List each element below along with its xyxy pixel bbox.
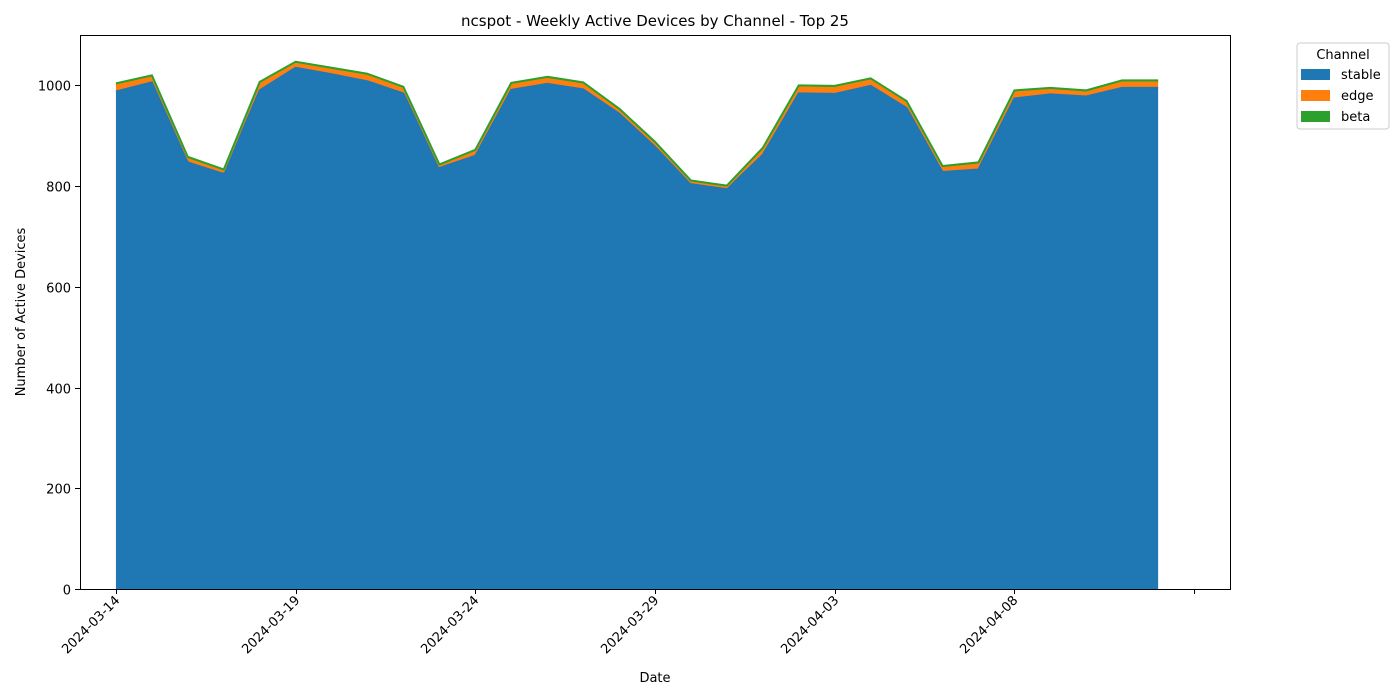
- x-tick-label: 2024-04-03: [778, 593, 842, 657]
- legend-swatch-beta: [1301, 111, 1330, 122]
- y-tick-label: 1000: [38, 80, 71, 95]
- legend-items: stable edge beta: [1301, 68, 1381, 125]
- x-tick-label: 2024-03-29: [598, 593, 662, 657]
- x-tick-label: 2024-03-19: [239, 593, 303, 657]
- legend-label-beta: beta: [1341, 110, 1370, 125]
- legend-title: Channel: [1316, 48, 1369, 63]
- legend-box: [1296, 42, 1390, 130]
- y-axis-title: Number of Active Devices: [14, 227, 29, 396]
- area-stable: [115, 67, 1159, 590]
- y-tick-label: 800: [46, 181, 71, 196]
- y-tick-label: 600: [46, 282, 71, 297]
- legend-label-stable: stable: [1341, 68, 1381, 83]
- x-axis-ticks: 2024-03-14 2024-03-19 2024-03-24 2024-03-29…: [59, 589, 1195, 657]
- series-areas: [115, 61, 1159, 590]
- legend-swatch-edge: [1301, 90, 1330, 101]
- legend-swatch-stable: [1301, 69, 1330, 80]
- legend: Channel stable edge beta: [1296, 42, 1390, 130]
- y-axis-ticks: 0 200 400 600 800 1000: [38, 80, 80, 599]
- y-tick-label: 0: [63, 584, 71, 599]
- x-axis-title: Date: [639, 671, 670, 686]
- x-tick-label: 2024-04-08: [957, 593, 1021, 657]
- x-tick-label: 2024-03-14: [59, 593, 123, 657]
- y-tick-label: 400: [46, 383, 71, 398]
- series-lines: [115, 60, 1159, 191]
- line-stable: [115, 66, 1159, 191]
- chart-title: ncspot - Weekly Active Devices by Channe…: [461, 12, 849, 30]
- y-tick-label: 200: [46, 483, 71, 498]
- line-beta: [115, 60, 1159, 187]
- x-tick-label: 2024-03-24: [418, 593, 482, 657]
- legend-label-edge: edge: [1341, 89, 1374, 104]
